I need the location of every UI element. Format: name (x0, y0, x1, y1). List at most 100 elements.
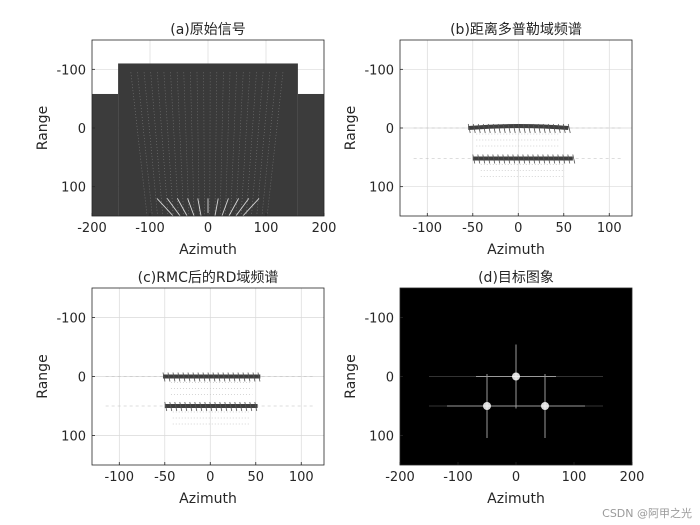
band-ripple (497, 154, 501, 164)
y-axis-label-b: Range (343, 106, 359, 150)
band-ripple (234, 401, 238, 412)
band-ripple (204, 401, 208, 412)
fringe-line (157, 72, 169, 216)
band-core-0 (468, 124, 569, 130)
band-ripple (547, 123, 551, 134)
subplot-c: -100 -50 0 50 100 -100 0 100 (c)RMC后的RD域频谱 Azimut… (35, 270, 325, 507)
x-tick-label: 0 (514, 221, 522, 236)
x-tick-label: -100 (413, 221, 443, 236)
band-ripple (189, 401, 193, 412)
x-axis-label-a: Azimuth (179, 242, 237, 258)
band-ripple (467, 123, 471, 134)
band-ripple (187, 372, 191, 382)
y-tick-label: -100 (56, 312, 86, 327)
fringe-line (266, 72, 284, 216)
band-ripple (162, 372, 166, 382)
fringe-bottom (242, 198, 260, 216)
band-ripple (517, 154, 521, 164)
band-ripple (542, 123, 546, 134)
x-tick-label: 50 (555, 221, 572, 236)
y-tick-label: 0 (78, 371, 86, 386)
image-content-a (92, 40, 324, 216)
band-ripple (172, 372, 176, 382)
band-ripple (224, 401, 228, 412)
band-ripple (487, 123, 491, 134)
fringe-bottom (166, 198, 181, 216)
band-ripple (257, 372, 261, 382)
band-ripple (502, 154, 506, 164)
band-ripple (482, 154, 486, 164)
x-tick-label: 200 (312, 221, 337, 236)
band-ripple (567, 154, 571, 164)
band-ripple (167, 372, 171, 382)
band-ripple (492, 154, 496, 164)
band-ripple (507, 154, 511, 164)
y-tick-label: 100 (369, 181, 394, 196)
band-ripple (477, 154, 481, 164)
fringe-line (256, 72, 271, 216)
x-tick-label: -50 (462, 221, 483, 236)
band-ripple (254, 401, 258, 412)
fringe-bottom (228, 198, 240, 216)
band-ripple (512, 123, 516, 134)
y-tick-label: 0 (386, 122, 394, 137)
band-ripple (207, 372, 211, 382)
x-axis-label-d: Azimuth (487, 491, 545, 507)
band-ripple (547, 154, 551, 164)
band-ripple (557, 123, 561, 134)
band-ripple (202, 372, 206, 382)
x-tick-label: -100 (105, 470, 135, 485)
image-content-d (429, 344, 603, 438)
band-ripple (472, 123, 476, 134)
chart-title-a: (a)原始信号 (170, 22, 246, 38)
target-point-2 (541, 402, 549, 410)
band-ripple (562, 123, 566, 134)
band-ripple (192, 372, 196, 382)
band-ripple (527, 123, 531, 134)
chart-title-d: (d)目标图象 (478, 270, 554, 286)
fringe-bottom (197, 198, 202, 216)
y-axis-label-a: Range (35, 106, 51, 150)
band-ripple (229, 401, 233, 412)
x-tick-label: -50 (154, 470, 175, 485)
band-ripple (537, 123, 541, 134)
band-ripple (164, 401, 168, 412)
band-ripple (219, 401, 223, 412)
subplot-a: -200 -100 0 100 200 -100 0 100 (a)原始信号 Azimuth Ran… (35, 22, 336, 258)
band-ripple (482, 123, 486, 134)
band-ripple (244, 401, 248, 412)
fringe-line (150, 72, 164, 216)
y-tick-label: 100 (369, 430, 394, 445)
target-point-0 (512, 372, 520, 381)
band-ripple (179, 401, 183, 412)
fringe-line (251, 72, 264, 216)
x-tick-label: 100 (254, 221, 279, 236)
band-ripple (522, 123, 526, 134)
chart-title-b: (b)距离多普勒域频谱 (450, 21, 582, 38)
signal-region-2 (297, 93, 324, 216)
x-axis-label-c: Azimuth (179, 491, 237, 507)
band-ripple (557, 154, 561, 164)
band-ripple (497, 123, 501, 134)
x-tick-label: 0 (512, 470, 520, 485)
fringe-line (261, 72, 277, 216)
band-ripple (177, 372, 181, 382)
subplot-b: -100 -50 0 50 100 -100 0 100 (b)距离多普勒域频谱 Azimuth R… (343, 21, 633, 258)
x-tick-label: 0 (206, 470, 214, 485)
fringe-line (143, 72, 158, 216)
band-ripple (477, 123, 481, 134)
signal-region-0 (92, 93, 119, 216)
fringe-bottom (156, 198, 174, 216)
image-content-b (400, 40, 632, 216)
band-ripple (184, 401, 188, 412)
band-ripple (232, 372, 236, 382)
x-tick-label: 200 (620, 470, 645, 485)
x-tick-label: 50 (247, 470, 264, 485)
band-ripple (222, 372, 226, 382)
band-ripple (252, 372, 256, 382)
band-ripple (249, 401, 253, 412)
fringe-line (240, 72, 251, 216)
y-tick-label: 0 (386, 371, 394, 386)
x-tick-label: -100 (135, 221, 165, 236)
